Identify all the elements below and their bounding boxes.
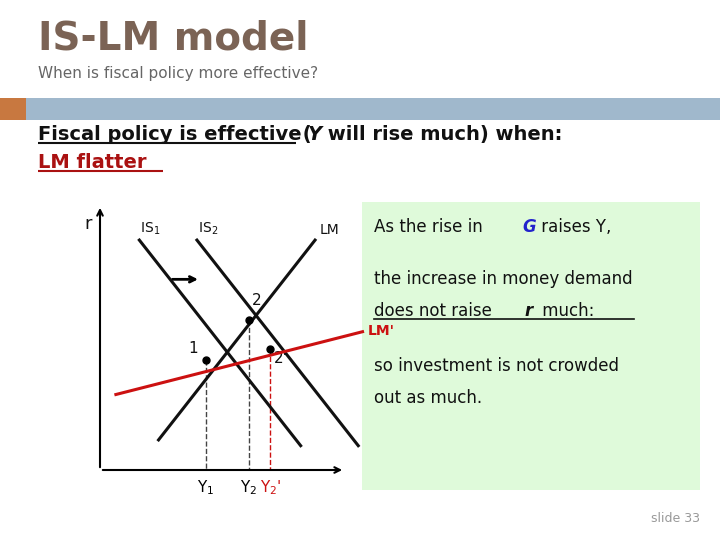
Text: r: r — [524, 302, 532, 320]
Text: IS$_2$: IS$_2$ — [198, 220, 218, 237]
Text: IS-LM model: IS-LM model — [38, 20, 308, 58]
Text: will rise much) when:: will rise much) when: — [321, 125, 562, 144]
Text: the increase in money demand: the increase in money demand — [374, 270, 633, 288]
Text: LM: LM — [320, 223, 340, 237]
Text: LM flatter: LM flatter — [38, 153, 146, 172]
Text: slide 33: slide 33 — [651, 512, 700, 525]
Text: When is fiscal policy more effective?: When is fiscal policy more effective? — [38, 66, 318, 81]
Text: G: G — [522, 218, 536, 236]
Text: Y$_2$: Y$_2$ — [240, 478, 258, 497]
Text: 2': 2' — [274, 350, 287, 366]
Text: 2: 2 — [252, 293, 261, 308]
Text: Y: Y — [308, 125, 322, 144]
Text: does not raise: does not raise — [374, 302, 497, 320]
Text: 1: 1 — [188, 341, 197, 356]
Text: (: ( — [296, 125, 312, 144]
Text: out as much.: out as much. — [374, 389, 482, 407]
Text: IS$_1$: IS$_1$ — [140, 220, 161, 237]
Text: raises Y,: raises Y, — [536, 218, 611, 236]
Bar — [0, 98, 720, 120]
Text: so investment is not crowded: so investment is not crowded — [374, 357, 619, 375]
Text: much:: much: — [537, 302, 595, 320]
Text: As the rise in: As the rise in — [374, 218, 488, 236]
Text: r: r — [84, 215, 91, 233]
Text: Fiscal policy is effective: Fiscal policy is effective — [38, 125, 302, 144]
Text: Y$_2$': Y$_2$' — [260, 478, 282, 497]
Bar — [362, 202, 700, 490]
Text: Y$_1$: Y$_1$ — [197, 478, 215, 497]
Bar — [0, 98, 26, 120]
Text: LM': LM' — [368, 325, 395, 339]
